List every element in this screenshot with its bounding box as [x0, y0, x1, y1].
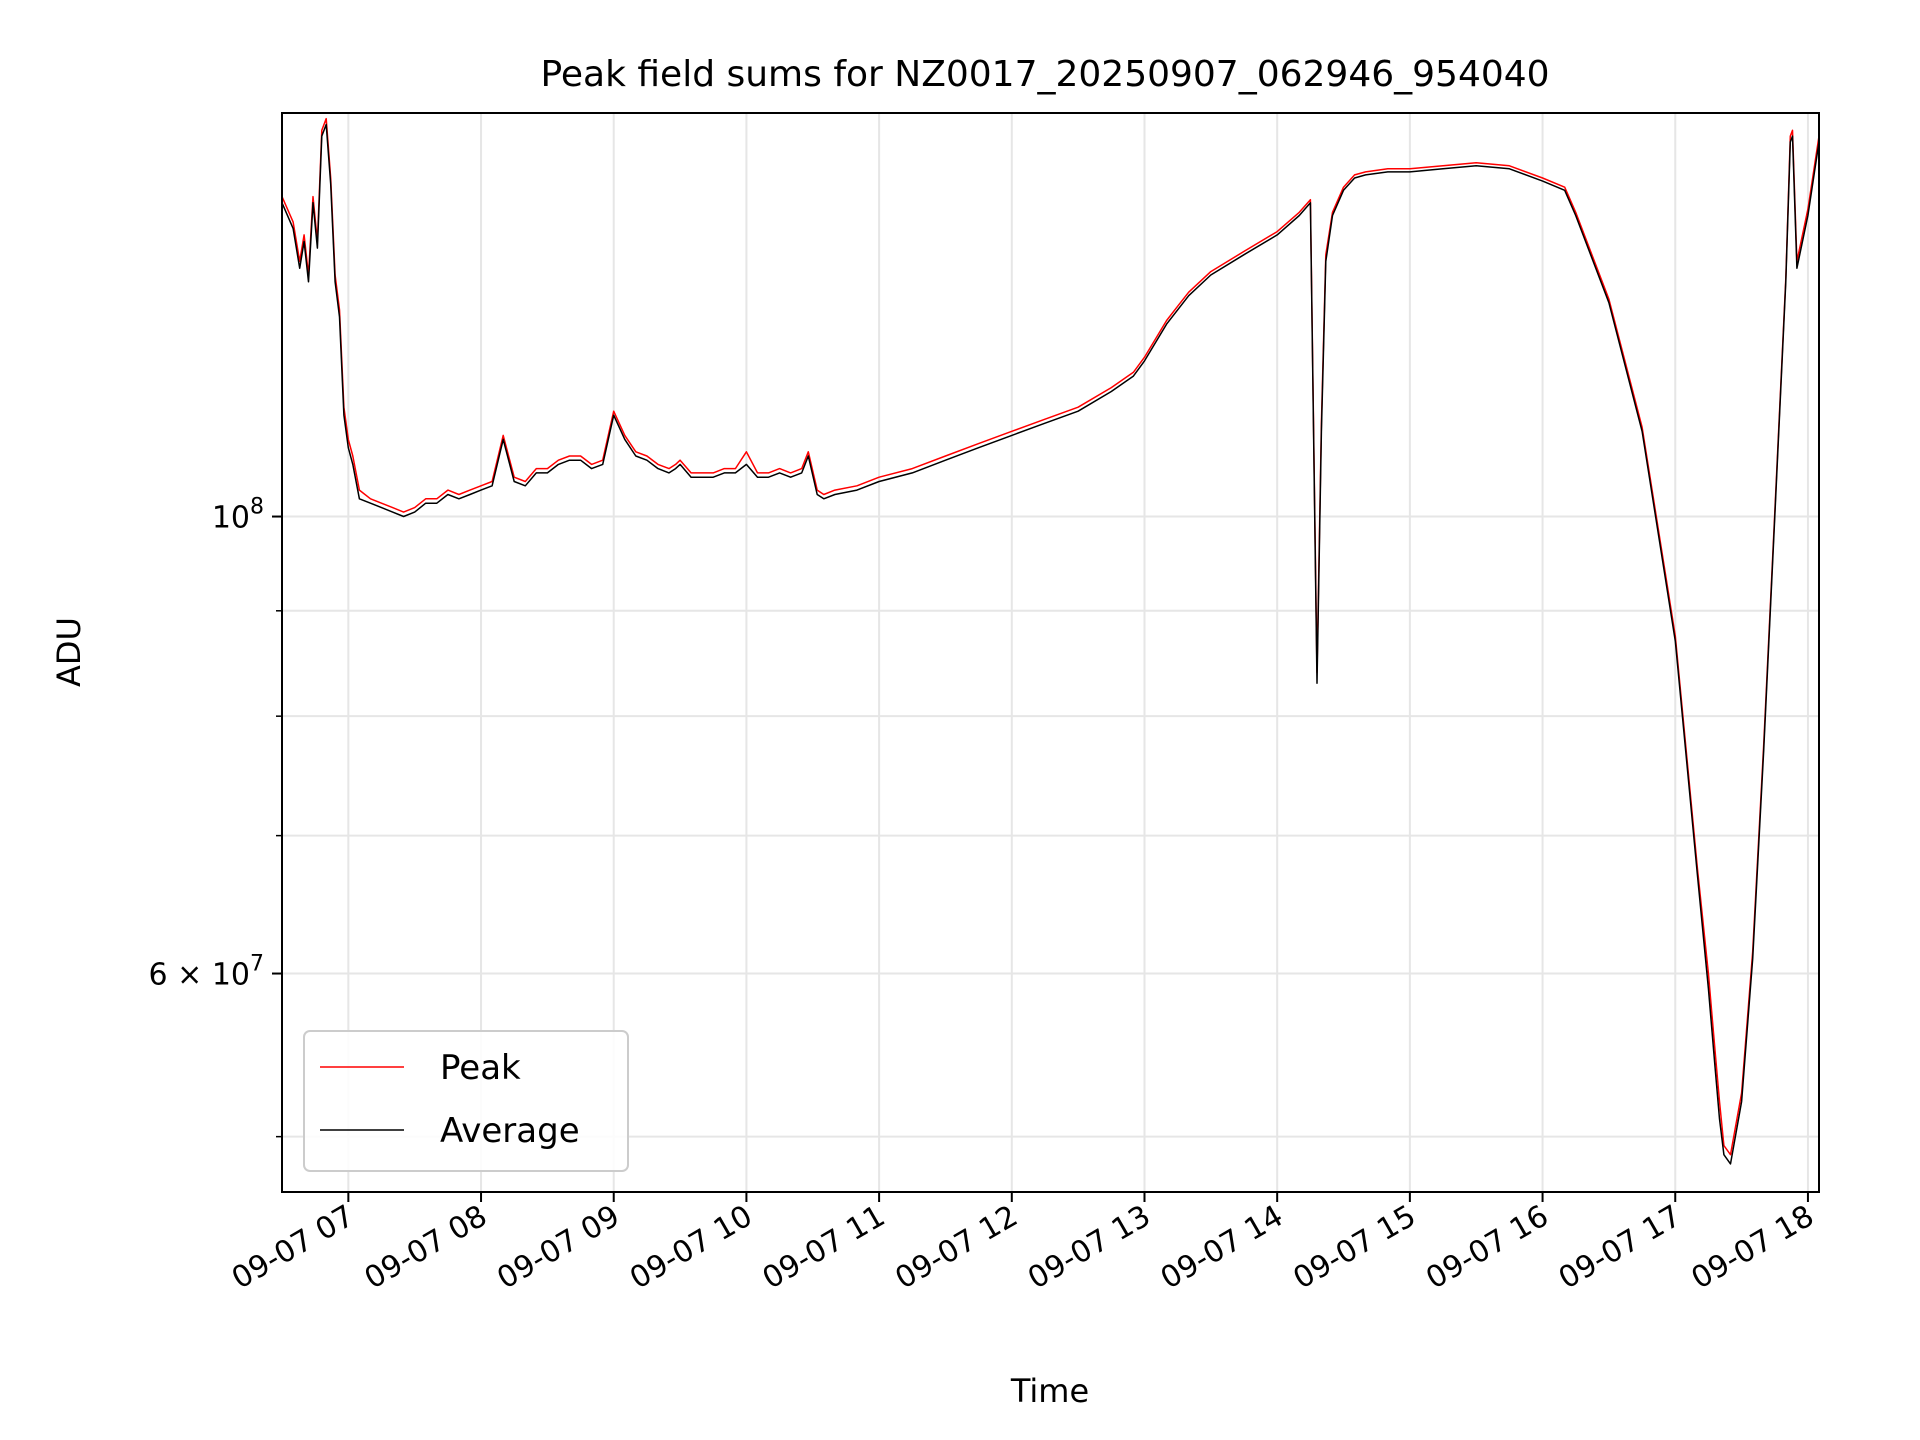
y-tick-label-base: 10 — [212, 958, 250, 993]
y-axis-label: ADU — [50, 617, 88, 687]
series-lines — [281, 117, 1820, 1165]
legend-box — [303, 1030, 629, 1172]
legend-label-peak: Peak — [440, 1048, 521, 1088]
y-tick-label-exponent: 7 — [250, 952, 264, 977]
plot-frame — [281, 112, 1820, 1193]
y-tick-label: 6 × 107 — [149, 952, 264, 993]
grid — [282, 113, 1819, 1192]
chart-title: Peak field sums for NZ0017_20250907_0629… — [540, 54, 1549, 95]
x-axis-label: Time — [1010, 1372, 1089, 1410]
legend: Peak Average — [303, 1030, 629, 1172]
legend-label-average: Average — [440, 1111, 580, 1151]
series-line-peak — [281, 117, 1820, 1156]
series-line-average — [281, 123, 1820, 1165]
y-tick-label-base: 10 — [212, 501, 250, 536]
y-tick-label-mantissa: 6 × — [149, 958, 212, 993]
y-tick-label-exponent: 8 — [250, 495, 264, 520]
y-tick-label: 108 — [212, 495, 264, 536]
